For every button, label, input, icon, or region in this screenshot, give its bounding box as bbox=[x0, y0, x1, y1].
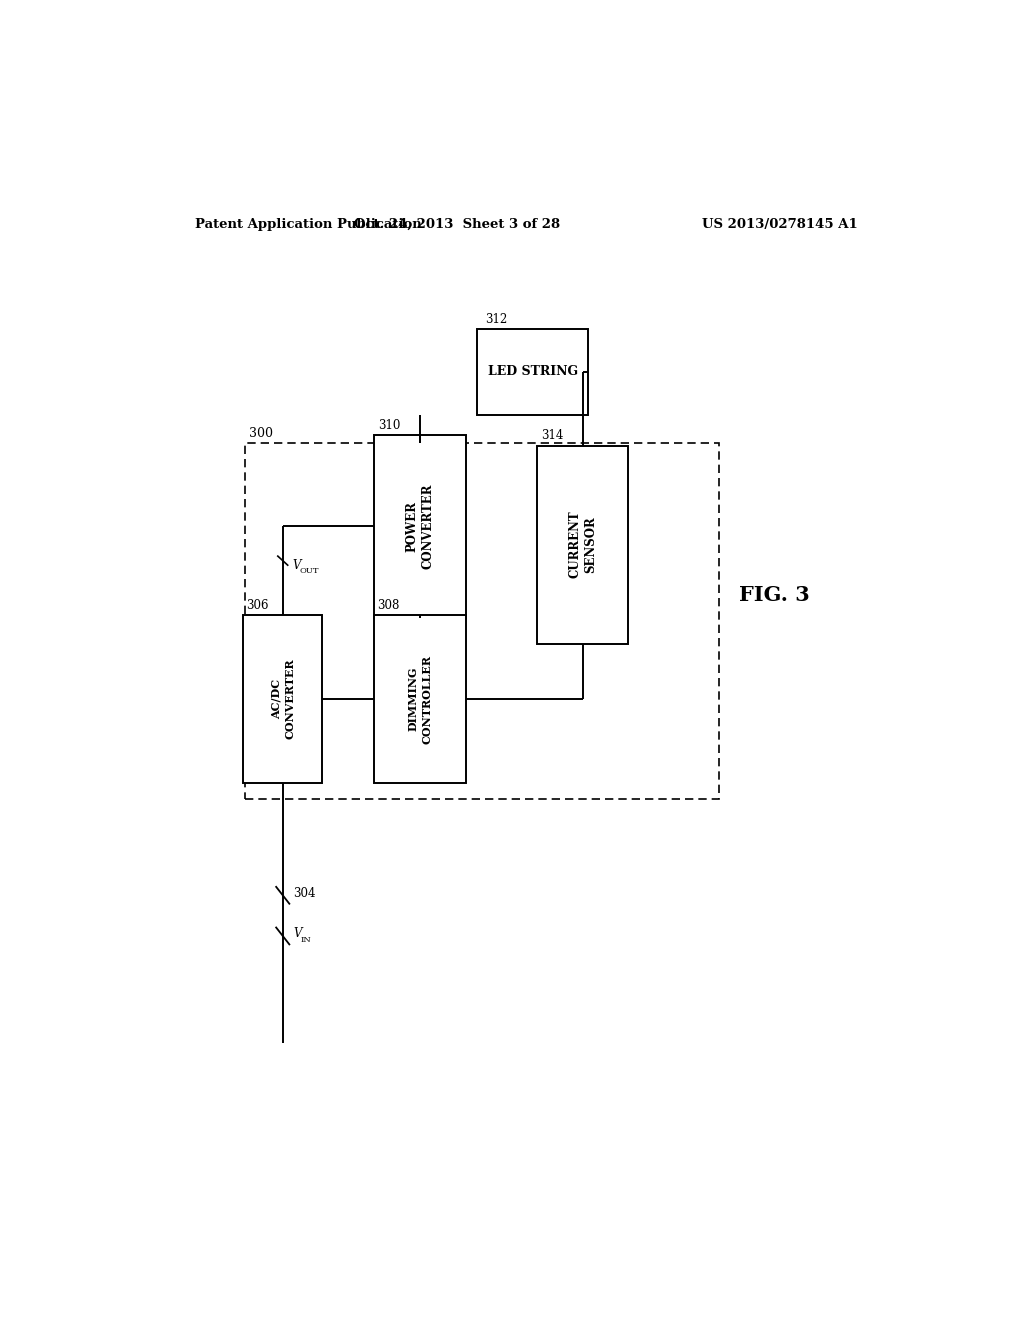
Bar bbox=[538, 446, 629, 644]
Text: POWER
CONVERTER: POWER CONVERTER bbox=[406, 483, 434, 569]
Text: CURRENT
SENSOR: CURRENT SENSOR bbox=[568, 511, 597, 578]
Text: Patent Application Publication: Patent Application Publication bbox=[196, 218, 422, 231]
Bar bbox=[243, 615, 323, 783]
Text: 314: 314 bbox=[541, 429, 563, 442]
Bar bbox=[375, 615, 466, 783]
Bar bbox=[477, 329, 589, 414]
Text: FIG. 3: FIG. 3 bbox=[739, 586, 810, 606]
Bar bbox=[375, 434, 466, 618]
Text: V: V bbox=[293, 928, 302, 940]
Bar bbox=[246, 444, 719, 799]
Text: 310: 310 bbox=[379, 418, 400, 432]
Text: 300: 300 bbox=[250, 426, 273, 440]
Text: IN: IN bbox=[300, 936, 311, 944]
Text: 312: 312 bbox=[485, 313, 507, 326]
Text: 308: 308 bbox=[378, 599, 400, 612]
Text: 304: 304 bbox=[293, 887, 315, 900]
Text: DIMMING
CONTROLLER: DIMMING CONTROLLER bbox=[408, 655, 432, 743]
Text: US 2013/0278145 A1: US 2013/0278145 A1 bbox=[702, 218, 858, 231]
Text: AC/DC
CONVERTER: AC/DC CONVERTER bbox=[270, 659, 295, 739]
Text: OUT: OUT bbox=[299, 566, 318, 574]
Text: LED STRING: LED STRING bbox=[487, 366, 578, 379]
Text: Oct. 24, 2013  Sheet 3 of 28: Oct. 24, 2013 Sheet 3 of 28 bbox=[354, 218, 560, 231]
Text: V: V bbox=[292, 560, 301, 573]
Text: 306: 306 bbox=[246, 599, 268, 612]
